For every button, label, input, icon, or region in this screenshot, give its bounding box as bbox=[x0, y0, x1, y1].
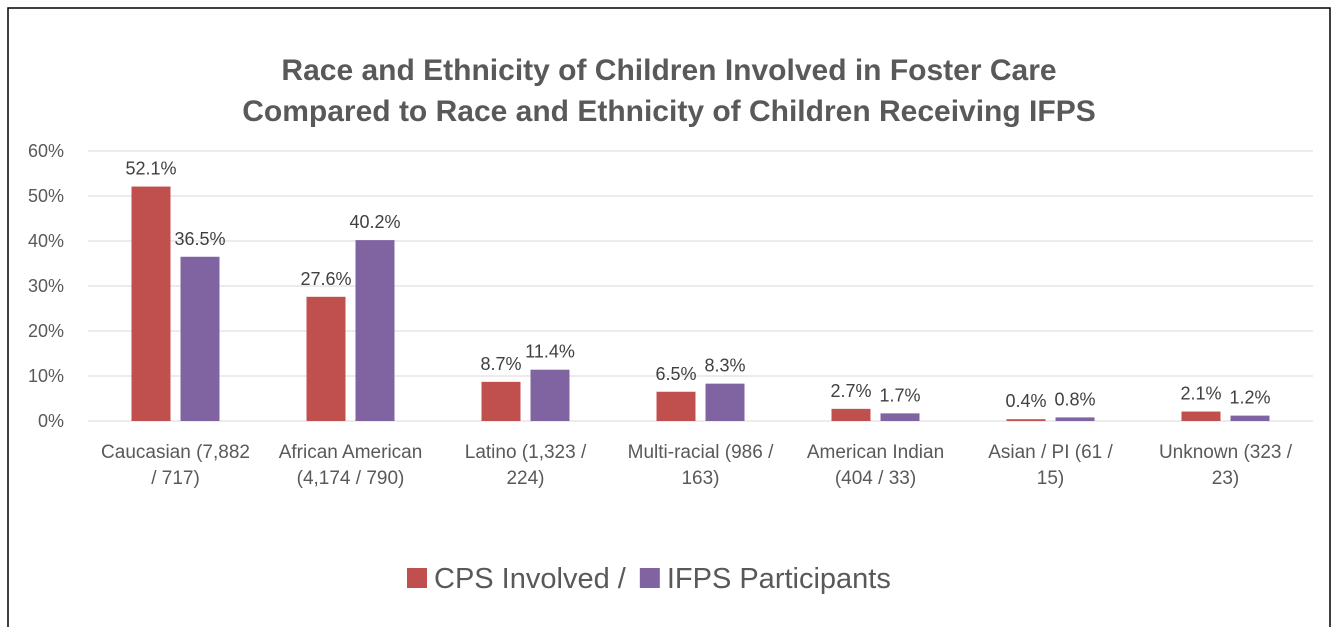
y-tick-label: 60% bbox=[28, 141, 64, 161]
y-tick-label: 0% bbox=[38, 411, 64, 431]
x-tick-label: Latino (1,323 / 224) bbox=[464, 442, 587, 489]
data-label: 6.5% bbox=[655, 364, 696, 384]
bar bbox=[530, 369, 570, 421]
bar bbox=[831, 408, 871, 421]
data-label: 8.7% bbox=[480, 354, 521, 374]
chart-title: Compared to Race and Ethnicity of Childr… bbox=[242, 95, 1095, 128]
x-tick-label: Caucasian (7,882 / 717) bbox=[101, 442, 250, 489]
data-label: 8.3% bbox=[704, 356, 745, 376]
data-label: 52.1% bbox=[125, 159, 176, 179]
bar bbox=[1055, 417, 1095, 421]
legend-swatch bbox=[639, 568, 660, 588]
bar bbox=[1230, 415, 1270, 421]
data-label: 2.1% bbox=[1180, 384, 1221, 404]
bar bbox=[1006, 419, 1046, 421]
bar bbox=[131, 186, 171, 421]
data-label: 0.8% bbox=[1054, 389, 1095, 409]
data-label: 0.4% bbox=[1005, 391, 1046, 411]
bar bbox=[1181, 411, 1221, 421]
bar bbox=[355, 240, 395, 421]
bar bbox=[180, 256, 220, 421]
bar bbox=[306, 296, 346, 421]
bar bbox=[705, 383, 745, 421]
x-tick-label: American Indian (404 / 33) bbox=[806, 442, 945, 489]
chart-title: Race and Ethnicity of Children Involved … bbox=[281, 54, 1056, 87]
data-label: 2.7% bbox=[830, 381, 871, 401]
x-tick-label: African American (4,174 / 790) bbox=[278, 442, 423, 489]
y-tick-label: 30% bbox=[28, 276, 64, 296]
data-label: 1.2% bbox=[1229, 388, 1270, 408]
legend-label: IFPS Participants bbox=[667, 563, 891, 595]
y-tick-label: 40% bbox=[28, 231, 64, 251]
data-label: 11.4% bbox=[525, 342, 575, 362]
data-label: 40.2% bbox=[349, 212, 400, 232]
chart-border bbox=[7, 7, 1331, 627]
bar bbox=[656, 391, 696, 421]
bar bbox=[880, 413, 920, 421]
y-tick-label: 20% bbox=[28, 321, 64, 341]
legend-swatch bbox=[407, 568, 427, 588]
y-tick-label: 10% bbox=[28, 366, 64, 386]
x-tick-label: Multi-racial (986 / 163) bbox=[627, 442, 774, 489]
data-label: 36.5% bbox=[174, 229, 225, 249]
x-tick-label: Asian / PI (61 / 15) bbox=[988, 442, 1113, 489]
x-tick-label: Unknown (323 / 23) bbox=[1158, 442, 1293, 489]
data-label: 1.7% bbox=[879, 385, 920, 405]
data-label: 27.6% bbox=[300, 269, 351, 289]
y-tick-label: 50% bbox=[28, 186, 64, 206]
legend-label: CPS Involved / bbox=[434, 563, 627, 595]
bar bbox=[481, 381, 521, 421]
